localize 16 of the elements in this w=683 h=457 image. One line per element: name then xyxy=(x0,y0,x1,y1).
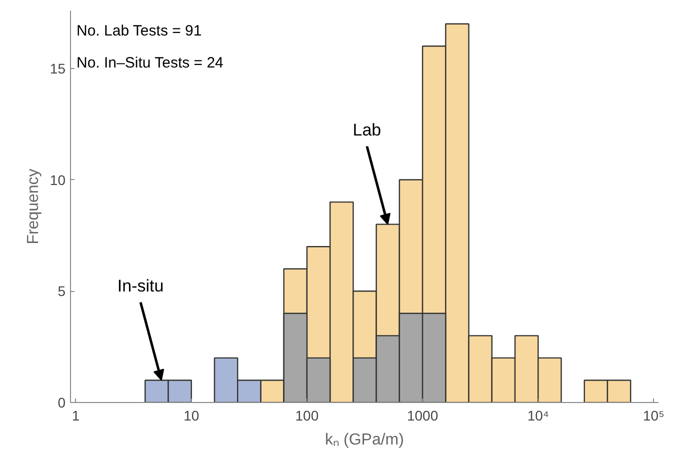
annotation: Lab xyxy=(352,120,382,140)
x-tick-label: 1000 xyxy=(406,408,438,424)
y-tick-label: 15 xyxy=(50,60,66,76)
y-tick-label: 5 xyxy=(58,283,66,300)
y-tick-label: 0 xyxy=(58,394,66,410)
y-tick-label: 10 xyxy=(50,172,66,188)
x-axis-title: kₙ (GPa/m) xyxy=(325,432,404,448)
x-tick-label: 10⁴ xyxy=(527,408,549,424)
annotation: No. Lab Tests = 91 xyxy=(76,22,202,40)
y-axis-title: Frequency xyxy=(24,168,42,244)
x-tick-label: 10 xyxy=(184,408,200,424)
x-tick-label: 100 xyxy=(295,408,319,424)
x-tick-label: 1 xyxy=(72,408,80,424)
x-tick-label: 10⁵ xyxy=(643,408,664,424)
annotation: No. In–Situ Tests = 24 xyxy=(76,54,224,72)
annotation: In-situ xyxy=(117,276,164,296)
